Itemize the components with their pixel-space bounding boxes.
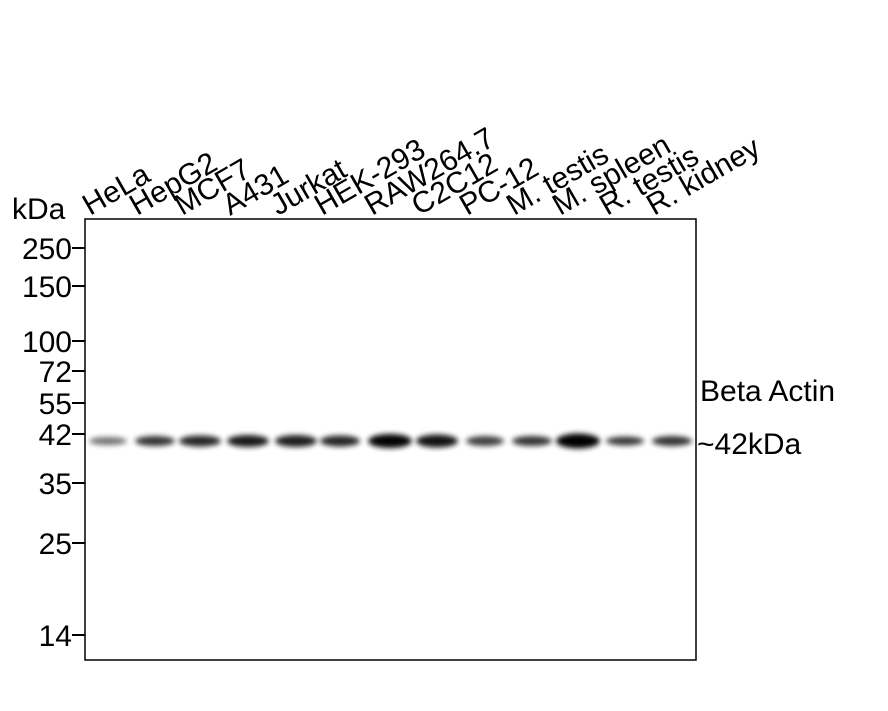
band — [512, 436, 552, 446]
band — [466, 436, 504, 446]
marker-label: 100 — [22, 326, 72, 359]
band — [89, 437, 127, 445]
unit-label: kDa — [12, 193, 66, 226]
marker-label: 72 — [39, 356, 72, 389]
size-label: ~42kDa — [697, 428, 802, 461]
band — [135, 436, 175, 446]
band — [556, 433, 600, 449]
band — [606, 436, 644, 446]
marker-label: 25 — [39, 528, 72, 561]
band — [179, 435, 221, 447]
marker-label: 55 — [39, 388, 72, 421]
marker-label: 250 — [22, 233, 72, 266]
marker-label: 14 — [39, 620, 72, 653]
band — [275, 435, 317, 447]
marker-label: 150 — [22, 271, 72, 304]
band — [652, 436, 692, 446]
band — [368, 434, 412, 448]
target-label: Beta Actin — [700, 375, 835, 408]
band — [320, 435, 360, 447]
marker-label: 42 — [39, 419, 72, 452]
band — [416, 434, 458, 448]
marker-label: 35 — [39, 468, 72, 501]
band — [227, 435, 269, 447]
